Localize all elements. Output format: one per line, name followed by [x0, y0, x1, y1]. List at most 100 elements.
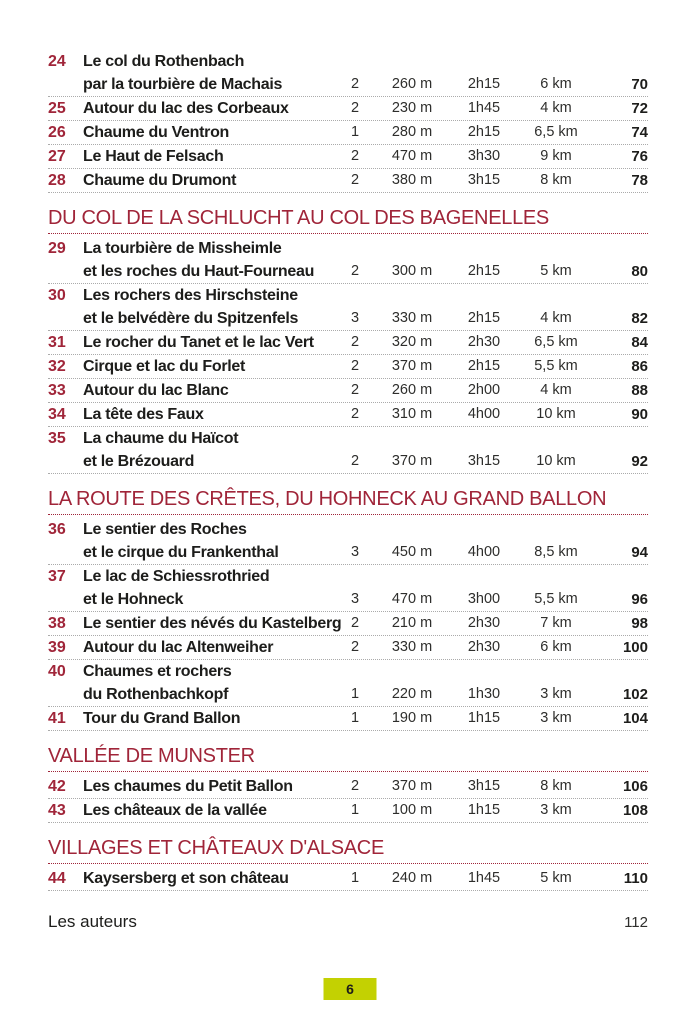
distance-value: 4 km — [540, 310, 572, 326]
entry-page-number: 74 — [631, 124, 648, 141]
duration-value: 2h15 — [467, 263, 501, 279]
distance-value: 5 km — [540, 870, 572, 886]
difficulty-value: 2 — [350, 334, 360, 350]
distance-value: 3 km — [540, 802, 572, 818]
entry-page-number: 86 — [631, 358, 648, 375]
toc-entry: 30 Les rochers des Hirschsteine et le belv… — [48, 284, 648, 331]
entry-page-number: 92 — [631, 453, 648, 470]
footer-label: Les auteurs — [48, 912, 137, 931]
duration-value: 3h15 — [467, 453, 501, 469]
duration-value: 4h00 — [467, 544, 501, 560]
toc-entry: 34 La tête des Faux 2 310 m 4h00 10 km 90 — [48, 403, 648, 427]
toc-entry: 41 Tour du Grand Ballon 1 190 m 1h15 3 km 104 — [48, 707, 648, 731]
duration-value: 3h30 — [467, 148, 501, 164]
entry-title: Le Haut de Felsach — [83, 145, 337, 168]
entry-title: Chaumes et rochers du Rothenbachkopf — [83, 660, 337, 706]
entry-title: Le lac de Schiessrothried et le Hohneck — [83, 565, 337, 611]
section-heading: DU COL DE LA SCHLUCHT AU COL DES BAGENEL… — [48, 206, 648, 234]
entry-page-number: 100 — [622, 639, 648, 656]
difficulty-value: 1 — [350, 802, 360, 818]
duration-value: 1h45 — [467, 100, 501, 116]
entry-title-line: Les châteaux de la vallée — [83, 802, 267, 819]
distance-value: 10 km — [536, 406, 576, 422]
page-number: 6 — [346, 981, 354, 997]
entry-number: 31 — [48, 334, 66, 351]
toc-entry: 33 Autour du lac Blanc 2 260 m 2h00 4 km 88 — [48, 379, 648, 403]
entry-title: Chaume du Drumont — [83, 169, 337, 192]
entry-page-number: 78 — [631, 172, 648, 189]
elevation-value: 320 m — [391, 334, 433, 350]
elevation-value: 100 m — [391, 802, 433, 818]
difficulty-value: 1 — [350, 870, 360, 886]
entry-page-number: 76 — [631, 148, 648, 165]
entry-title: Autour du lac Blanc — [83, 379, 337, 402]
entry-title-line: La tête des Faux — [83, 406, 204, 423]
entry-title-line: Autour du lac Blanc — [83, 382, 229, 399]
entry-title: La chaume du Haïcot et le Brézouard — [83, 427, 337, 473]
entry-page-number: 88 — [631, 382, 648, 399]
entry-number: 24 — [48, 53, 66, 70]
entry-page-number: 80 — [631, 263, 648, 280]
difficulty-value: 1 — [350, 124, 360, 140]
entry-page-number: 70 — [631, 76, 648, 93]
duration-value: 2h00 — [467, 382, 501, 398]
entry-number: 26 — [48, 124, 66, 141]
entry-title-line: et le Brézouard — [83, 453, 195, 470]
entry-number: 28 — [48, 172, 66, 189]
distance-value: 6 km — [540, 76, 572, 92]
entry-number: 37 — [48, 568, 66, 585]
entry-title: Le sentier des névés du Kastelberg — [83, 612, 342, 635]
toc-entry: 43 Les châteaux de la vallée 1 100 m 1h15 3 k… — [48, 799, 648, 823]
entry-number: 44 — [48, 870, 66, 887]
entry-title: Cirque et lac du Forlet — [83, 355, 337, 378]
elevation-value: 370 m — [391, 358, 433, 374]
toc-entry: 32 Cirque et lac du Forlet 2 370 m 2h15 5,5 k… — [48, 355, 648, 379]
entry-number: 27 — [48, 148, 66, 165]
elevation-value: 260 m — [391, 382, 433, 398]
distance-value: 6 km — [540, 639, 572, 655]
entry-page-number: 110 — [623, 870, 648, 887]
distance-value: 4 km — [540, 382, 572, 398]
toc-entry: 27 Le Haut de Felsach 2 470 m 3h30 9 km 76 — [48, 145, 648, 169]
elevation-value: 470 m — [391, 591, 433, 607]
elevation-value: 240 m — [391, 870, 433, 886]
duration-value: 2h30 — [467, 639, 501, 655]
entry-number: 35 — [48, 430, 66, 447]
section-heading: VALLÉE DE MUNSTER — [48, 744, 648, 772]
entry-title-line: Le lac de Schiessrothried — [83, 568, 270, 585]
entry-title-line: et le cirque du Frankenthal — [83, 544, 279, 561]
distance-value: 8,5 km — [534, 544, 578, 560]
entry-title: Tour du Grand Ballon — [83, 707, 337, 730]
duration-value: 2h15 — [467, 310, 501, 326]
entry-title-line: Tour du Grand Ballon — [83, 710, 241, 727]
entry-title-line: Le col du Rothenbach — [83, 53, 245, 70]
duration-value: 3h15 — [467, 172, 501, 188]
entry-page-number: 90 — [631, 406, 648, 423]
distance-value: 5 km — [540, 263, 572, 279]
entry-page-number: 102 — [622, 686, 648, 703]
elevation-value: 230 m — [391, 100, 433, 116]
entry-title-line: La chaume du Haïcot — [83, 430, 239, 447]
entry-number: 43 — [48, 802, 66, 819]
elevation-value: 210 m — [391, 615, 433, 631]
toc-entry: 39 Autour du lac Altenweiher 2 330 m 2h30 6 k… — [48, 636, 648, 660]
entry-title-line: Les rochers des Hirschsteine — [83, 287, 298, 304]
entry-title-line: Le sentier des Roches — [83, 521, 247, 538]
distance-value: 10 km — [536, 453, 576, 469]
elevation-value: 300 m — [391, 263, 433, 279]
entry-title-line: Le sentier des névés du Kastelberg — [83, 615, 342, 632]
entry-title-line: et le Hohneck — [83, 591, 184, 608]
duration-value: 2h30 — [467, 334, 501, 350]
entry-number: 32 — [48, 358, 66, 375]
toc-entry: 40 Chaumes et rochers du Rothenbachkopf 1 22… — [48, 660, 648, 707]
difficulty-value: 2 — [350, 358, 360, 374]
entry-number: 40 — [48, 663, 66, 680]
elevation-value: 380 m — [391, 172, 433, 188]
duration-value: 1h30 — [467, 686, 501, 702]
entry-title-line: Les chaumes du Petit Ballon — [83, 778, 293, 795]
distance-value: 8 km — [540, 172, 572, 188]
elevation-value: 190 m — [391, 710, 433, 726]
toc-entry: 24 Le col du Rothenbach par la tourbière d… — [48, 50, 648, 97]
difficulty-value: 2 — [350, 615, 360, 631]
difficulty-value: 1 — [350, 686, 360, 702]
